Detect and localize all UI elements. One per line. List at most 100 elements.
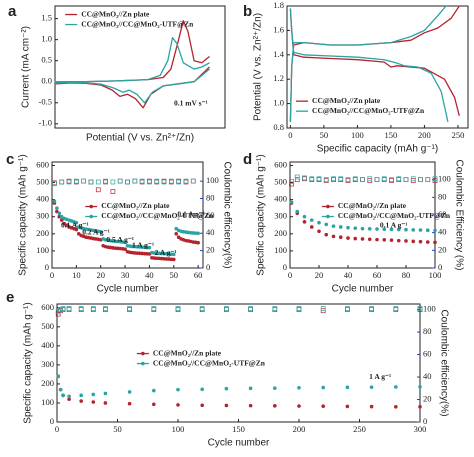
data-point (367, 176, 373, 182)
data-point (147, 245, 152, 250)
y-tick-label: 1.4 (273, 49, 284, 59)
data-point (331, 234, 336, 239)
data-point (59, 179, 65, 185)
data-point (58, 307, 63, 312)
data-point (81, 178, 87, 184)
legend-label: CC@MnO₂//Zn plate (153, 348, 222, 357)
data-point (309, 225, 314, 229)
data-point (296, 307, 302, 312)
data-point (289, 181, 294, 187)
y2-tick-label: 20 (438, 244, 447, 254)
data-point (289, 200, 294, 204)
x-tick-label: 100 (172, 424, 185, 434)
data-point (196, 231, 200, 236)
data-point (338, 176, 344, 182)
data-point (60, 306, 66, 311)
data-point (317, 229, 321, 234)
data-point (52, 199, 57, 204)
data-point (224, 307, 229, 312)
x-axis-label: Cycle number (97, 284, 159, 295)
data-point (168, 178, 174, 184)
data-point (248, 306, 253, 311)
x-axis-label: Cycle number (332, 284, 394, 295)
data-point (171, 252, 176, 257)
x-tick-label: 150 (385, 130, 398, 140)
data-point (154, 178, 160, 184)
data-point (393, 307, 399, 312)
data-point (127, 390, 132, 394)
data-point (425, 177, 431, 183)
y-tick-label: 500 (36, 176, 49, 186)
data-point (345, 307, 350, 312)
legend-marker (89, 214, 94, 219)
x-tick-label: 0 (288, 130, 292, 140)
annotation: 1 A g⁻¹ (369, 372, 391, 381)
y-tick-label: -0.5 (39, 97, 52, 107)
data-point (396, 176, 402, 182)
data-point (103, 307, 108, 312)
y2-tick-label: 40 (423, 371, 432, 381)
y2-tick-label: 80 (206, 192, 215, 202)
legend-label: CC@MnO₂//CC@MnO₂-UTF@Zn (81, 19, 194, 28)
data-point (360, 177, 365, 183)
x-tick-label: 100 (429, 270, 442, 280)
data-point (432, 176, 438, 182)
x-axis-label: Specific capacity (mAh g⁻¹) (317, 144, 438, 155)
data-point (67, 394, 71, 399)
legend-marker (141, 361, 145, 366)
x-tick-label: 250 (353, 424, 366, 434)
plot-frame (54, 5, 226, 129)
data-point (289, 179, 294, 184)
data-point (346, 225, 350, 230)
y-tick-label: 1.0 (273, 98, 284, 108)
data-point (324, 232, 329, 237)
annotation: 1 A g⁻¹ (132, 240, 154, 249)
x-tick-label: 60 (373, 270, 382, 280)
y-tick-label: 200 (41, 378, 54, 388)
data-point (74, 227, 79, 232)
data-point (302, 175, 307, 181)
annotation: 2 A g⁻¹ (155, 248, 177, 257)
data-point (375, 227, 379, 231)
y-tick-label: 0.8 (273, 122, 284, 132)
data-point (411, 239, 416, 244)
data-point (224, 386, 229, 391)
data-point (393, 306, 399, 311)
data-point (382, 237, 387, 242)
x-tick-label: 0 (55, 424, 59, 434)
y-tick-label: 300 (36, 211, 49, 221)
data-point (331, 224, 336, 228)
x-tick-label: 100 (351, 130, 364, 140)
x-tick-label: 10 (72, 270, 81, 280)
data-point (353, 226, 358, 230)
x-tick-label: 250 (452, 130, 465, 140)
data-point (375, 237, 379, 242)
data-point (396, 227, 401, 232)
y2-tick-label: 100 (206, 175, 219, 185)
data-point (117, 178, 123, 184)
y-tick-label: 500 (41, 321, 54, 331)
data-point (56, 374, 61, 379)
data-point (175, 306, 181, 311)
legend-label: CC@MnO₂//Zn plate (81, 9, 150, 18)
y2-tick-label: 0 (206, 262, 210, 272)
data-point (360, 237, 365, 241)
data-point (200, 387, 204, 392)
data-point (91, 400, 96, 404)
y-tick-label: 0 (283, 262, 287, 272)
data-point (103, 178, 108, 184)
data-point (190, 178, 196, 184)
y-tick-label: 1.6 (273, 24, 284, 34)
data-point (425, 177, 431, 183)
legend-label: CC@MnO₂//CC@MnO₂-UTF@Zn (101, 211, 214, 220)
data-point (90, 306, 96, 311)
y2-axis-label: Coulombic efficiency(%) (438, 309, 449, 416)
series-line (54, 36, 210, 104)
x-tick-label: 50 (320, 130, 329, 140)
data-point (79, 399, 83, 403)
data-point (323, 177, 329, 183)
legend-marker (141, 351, 145, 356)
annotation: 0.5 A g⁻¹ (106, 235, 134, 244)
